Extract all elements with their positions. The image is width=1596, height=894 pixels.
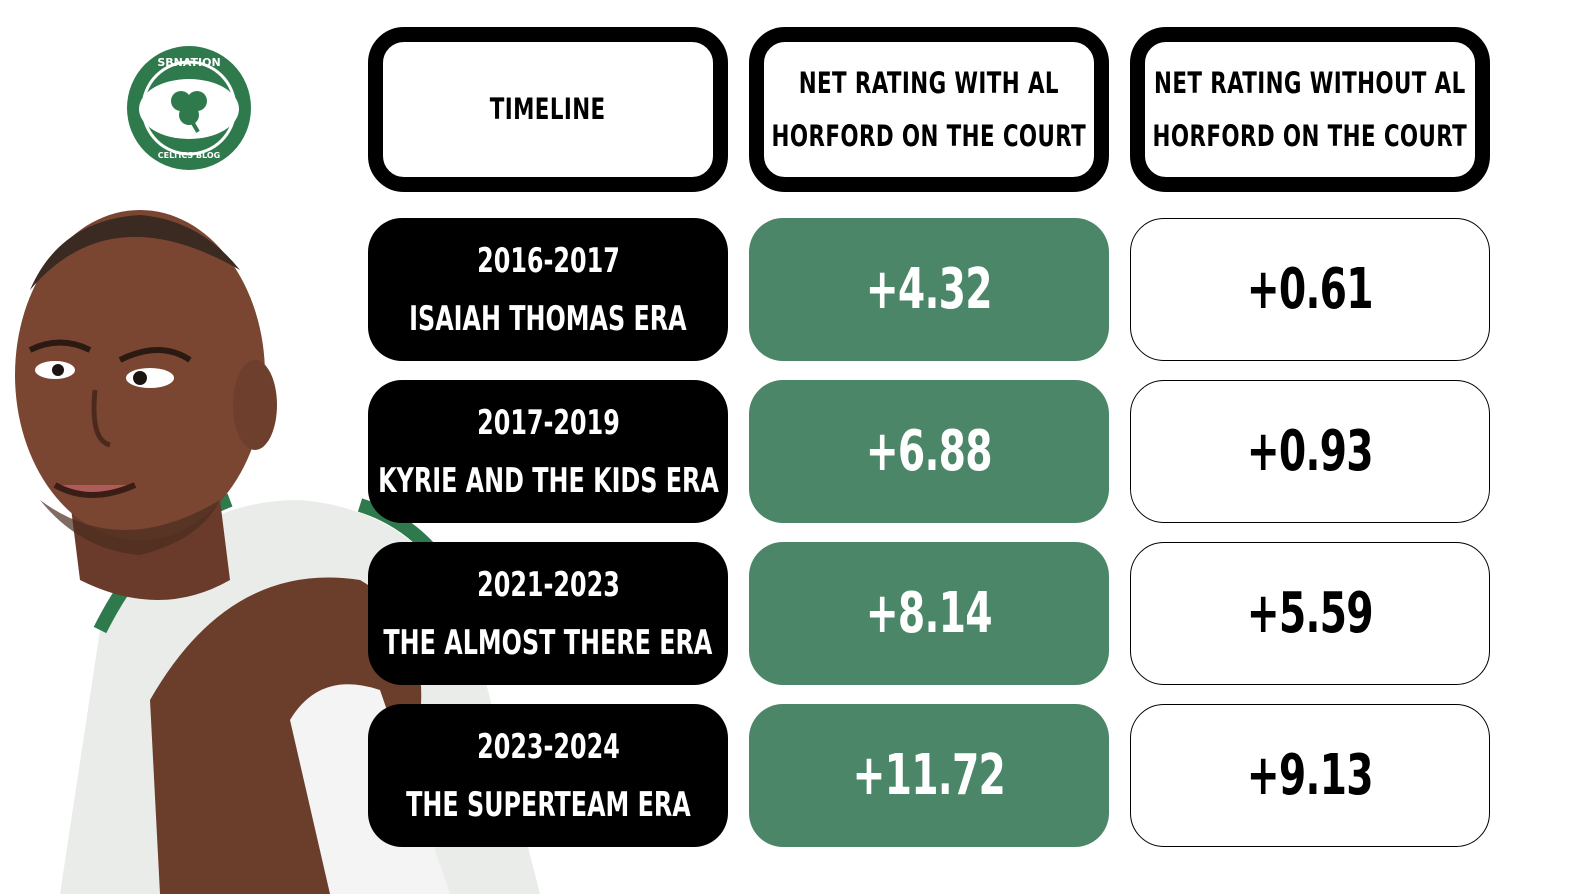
net-rating-without-value: +0.93 [1247,419,1374,484]
net-rating-without-cell: +9.13 [1130,704,1490,847]
net-rating-without-cell: +5.59 [1130,542,1490,685]
shamrock-icon [171,91,207,133]
net-rating-without-value: +9.13 [1247,743,1374,808]
header-net-rating-with: NET RATING WITH AL HORFORD ON THE COURT [749,27,1109,192]
net-rating-without-value: +5.59 [1247,581,1374,646]
net-rating-with-value: +8.14 [866,581,993,646]
header-without-line2: HORFORD ON THE COURT [1152,118,1468,153]
era-name: THE ALMOST THERE ERA [383,622,713,663]
logo-top-text: SBNATION [157,56,220,69]
era-name: THE SUPERTEAM ERA [405,784,691,825]
era-cell: 2023-2024 THE SUPERTEAM ERA [368,704,728,847]
era-years: 2016-2017 [476,240,620,281]
header-net-rating-without: NET RATING WITHOUT AL HORFORD ON THE COU… [1130,27,1490,192]
header-timeline: TIMELINE [368,27,728,192]
net-rating-with-cell: +4.32 [749,218,1109,361]
net-rating-without-cell: +0.93 [1130,380,1490,523]
net-rating-with-cell: +6.88 [749,380,1109,523]
era-cell: 2017-2019 KYRIE AND THE KIDS ERA [368,380,728,523]
net-rating-with-value: +11.72 [852,743,1006,808]
net-rating-with-cell: +8.14 [749,542,1109,685]
net-rating-with-cell: +11.72 [749,704,1109,847]
era-years: 2017-2019 [476,402,620,443]
celtics-blog-logo: SBNATION CELTICS BLOG [127,46,251,170]
logo-bottom-text: CELTICS BLOG [158,151,220,160]
net-rating-without-cell: +0.61 [1130,218,1490,361]
era-name: KYRIE AND THE KIDS ERA [377,460,719,501]
era-cell: 2016-2017 ISAIAH THOMAS ERA [368,218,728,361]
header-with-line1: NET RATING WITH AL [798,65,1060,100]
era-years: 2021-2023 [476,564,620,605]
header-without-line1: NET RATING WITHOUT AL [1154,65,1466,100]
net-rating-with-value: +4.32 [866,257,993,322]
header-with-line2: HORFORD ON THE COURT [771,118,1087,153]
era-years: 2023-2024 [476,726,620,767]
net-rating-with-value: +6.88 [866,419,993,484]
era-cell: 2021-2023 THE ALMOST THERE ERA [368,542,728,685]
era-name: ISAIAH THOMAS ERA [409,298,687,339]
header-timeline-label: TIMELINE [490,92,606,126]
net-rating-without-value: +0.61 [1247,257,1374,322]
